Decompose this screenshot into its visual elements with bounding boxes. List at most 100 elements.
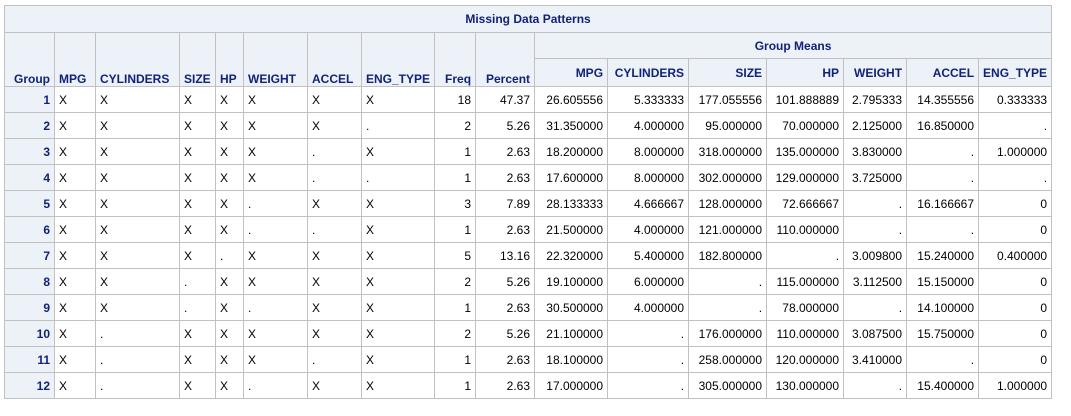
cell-pattern-eng-type: X xyxy=(360,294,436,321)
cell-mean-weight: . xyxy=(843,190,908,217)
cell-percent: 2.63 xyxy=(475,372,536,399)
missing-data-patterns-table: Missing Data Patterns Group MPG CYLINDER… xyxy=(3,5,1053,399)
cell-pattern-hp: X xyxy=(215,86,244,113)
cell-mean-accel: . xyxy=(906,138,980,165)
cell-pattern-weight: . xyxy=(243,216,308,243)
cell-pattern-cylinders: X xyxy=(95,294,180,321)
cell-percent: 5.26 xyxy=(475,112,536,139)
cell-pattern-size: X xyxy=(179,242,216,269)
cell-mean-eng-type: 0 xyxy=(978,320,1053,347)
cell-group: 4 xyxy=(4,164,55,191)
cell-pattern-weight: X xyxy=(243,86,308,113)
cell-pattern-eng-type: X xyxy=(360,320,436,347)
cell-pattern-eng-type: X xyxy=(360,190,436,217)
cell-mean-weight: 2.795333 xyxy=(843,86,908,113)
cell-pattern-cylinders: X xyxy=(95,242,180,269)
cell-mean-size: 258.000000 xyxy=(688,346,768,373)
cell-mean-eng-type: 1.000000 xyxy=(978,372,1053,399)
cell-pattern-hp: X xyxy=(215,164,244,191)
cell-mean-accel: 14.355556 xyxy=(906,86,980,113)
missing-data-patterns-report: Missing Data Patterns Group MPG CYLINDER… xyxy=(3,5,1053,399)
cell-mean-cylinders: . xyxy=(607,320,690,347)
cell-mean-accel: . xyxy=(906,216,980,243)
cell-pattern-mpg: X xyxy=(54,112,96,139)
cell-freq: 2 xyxy=(434,112,477,139)
col-header-mean-mpg: MPG xyxy=(534,58,609,87)
cell-mean-size: . xyxy=(688,268,768,295)
cell-pattern-hp: X xyxy=(215,216,244,243)
col-header-pattern-hp: HP xyxy=(215,32,244,87)
cell-pattern-mpg: X xyxy=(54,346,96,373)
cell-pattern-hp: . xyxy=(215,242,244,269)
cell-pattern-accel: X xyxy=(307,294,362,321)
cell-mean-eng-type: 0 xyxy=(978,216,1053,243)
cell-pattern-cylinders: X xyxy=(95,86,180,113)
cell-mean-cylinders: 8.000000 xyxy=(607,138,690,165)
cell-pattern-cylinders: X xyxy=(95,164,180,191)
cell-mean-weight: 3.830000 xyxy=(843,138,908,165)
cell-freq: 3 xyxy=(434,190,477,217)
cell-group: 8 xyxy=(4,268,55,295)
cell-mean-size: 121.000000 xyxy=(688,216,768,243)
cell-mean-accel: 15.750000 xyxy=(906,320,980,347)
table-row: 3 X X X X X. X 1 2.63 18.200000 8.000000 318.000000… xyxy=(4,138,1053,165)
cell-pattern-hp: X xyxy=(215,112,244,139)
cell-mean-size: 305.000000 xyxy=(688,372,768,399)
cell-mean-cylinders: 5.400000 xyxy=(607,242,690,269)
cell-pattern-mpg: X xyxy=(54,268,96,295)
cell-pattern-cylinders: X xyxy=(95,268,180,295)
cell-mean-hp: 115.000000 xyxy=(766,268,845,295)
cell-mean-weight: 3.410000 xyxy=(843,346,908,373)
cell-pattern-size: . xyxy=(179,294,216,321)
cell-mean-eng-type: 0 xyxy=(978,268,1053,295)
cell-mean-size: 318.000000 xyxy=(688,138,768,165)
cell-mean-accel: 15.150000 xyxy=(906,268,980,295)
col-header-mean-cylinders: CYLINDERS xyxy=(607,58,690,87)
cell-pattern-mpg: X xyxy=(54,164,96,191)
cell-group: 1 xyxy=(4,86,55,113)
cell-pattern-cylinders: X xyxy=(95,112,180,139)
cell-mean-cylinders: 5.333333 xyxy=(607,86,690,113)
cell-freq: 2 xyxy=(434,320,477,347)
col-header-mean-hp: HP xyxy=(766,58,845,87)
cell-pattern-mpg: X xyxy=(54,216,96,243)
cell-mean-mpg: 31.350000 xyxy=(534,112,609,139)
cell-mean-size: . xyxy=(688,294,768,321)
cell-mean-size: 128.000000 xyxy=(688,190,768,217)
col-header-mean-accel: ACCEL xyxy=(906,58,980,87)
cell-mean-accel: 14.100000 xyxy=(906,294,980,321)
cell-pattern-cylinders: . xyxy=(95,320,180,347)
cell-mean-mpg: 18.200000 xyxy=(534,138,609,165)
table-row: 4 X X X X X.. 1 2.63 17.600000 8.000000 302.000000… xyxy=(4,164,1053,191)
cell-mean-hp: 130.000000 xyxy=(766,372,845,399)
cell-pattern-accel: . xyxy=(307,138,362,165)
cell-mean-accel: . xyxy=(906,346,980,373)
cell-mean-cylinders: . xyxy=(607,372,690,399)
cell-group: 5 xyxy=(4,190,55,217)
cell-percent: 7.89 xyxy=(475,190,536,217)
cell-mean-mpg: 18.100000 xyxy=(534,346,609,373)
cell-mean-hp: 135.000000 xyxy=(766,138,845,165)
cell-pattern-mpg: X xyxy=(54,190,96,217)
cell-pattern-size: . xyxy=(179,268,216,295)
cell-pattern-eng-type: X xyxy=(360,242,436,269)
cell-freq: 1 xyxy=(434,346,477,373)
cell-pattern-eng-type: . xyxy=(360,112,436,139)
col-header-percent: Percent xyxy=(475,32,536,87)
table-title: Missing Data Patterns xyxy=(3,5,1053,33)
cell-pattern-cylinders: . xyxy=(95,372,180,399)
cell-group: 3 xyxy=(4,138,55,165)
cell-pattern-accel: X xyxy=(307,86,362,113)
cell-mean-weight: 3.725000 xyxy=(843,164,908,191)
cell-pattern-size: X xyxy=(179,138,216,165)
cell-mean-weight: . xyxy=(843,372,908,399)
table-row: 11 X. X X X. X 1 2.63 18.100000. 258.000000 120.00… xyxy=(4,346,1053,373)
cell-mean-mpg: 19.100000 xyxy=(534,268,609,295)
cell-mean-size: 176.000000 xyxy=(688,320,768,347)
cell-pattern-mpg: X xyxy=(54,372,96,399)
cell-pattern-eng-type: . xyxy=(360,164,436,191)
cell-mean-mpg: 21.500000 xyxy=(534,216,609,243)
cell-percent: 2.63 xyxy=(475,346,536,373)
cell-pattern-weight: . xyxy=(243,372,308,399)
table-row: 8 X X. X X X X 2 5.26 19.100000 6.000000. 115.00000… xyxy=(4,268,1053,295)
